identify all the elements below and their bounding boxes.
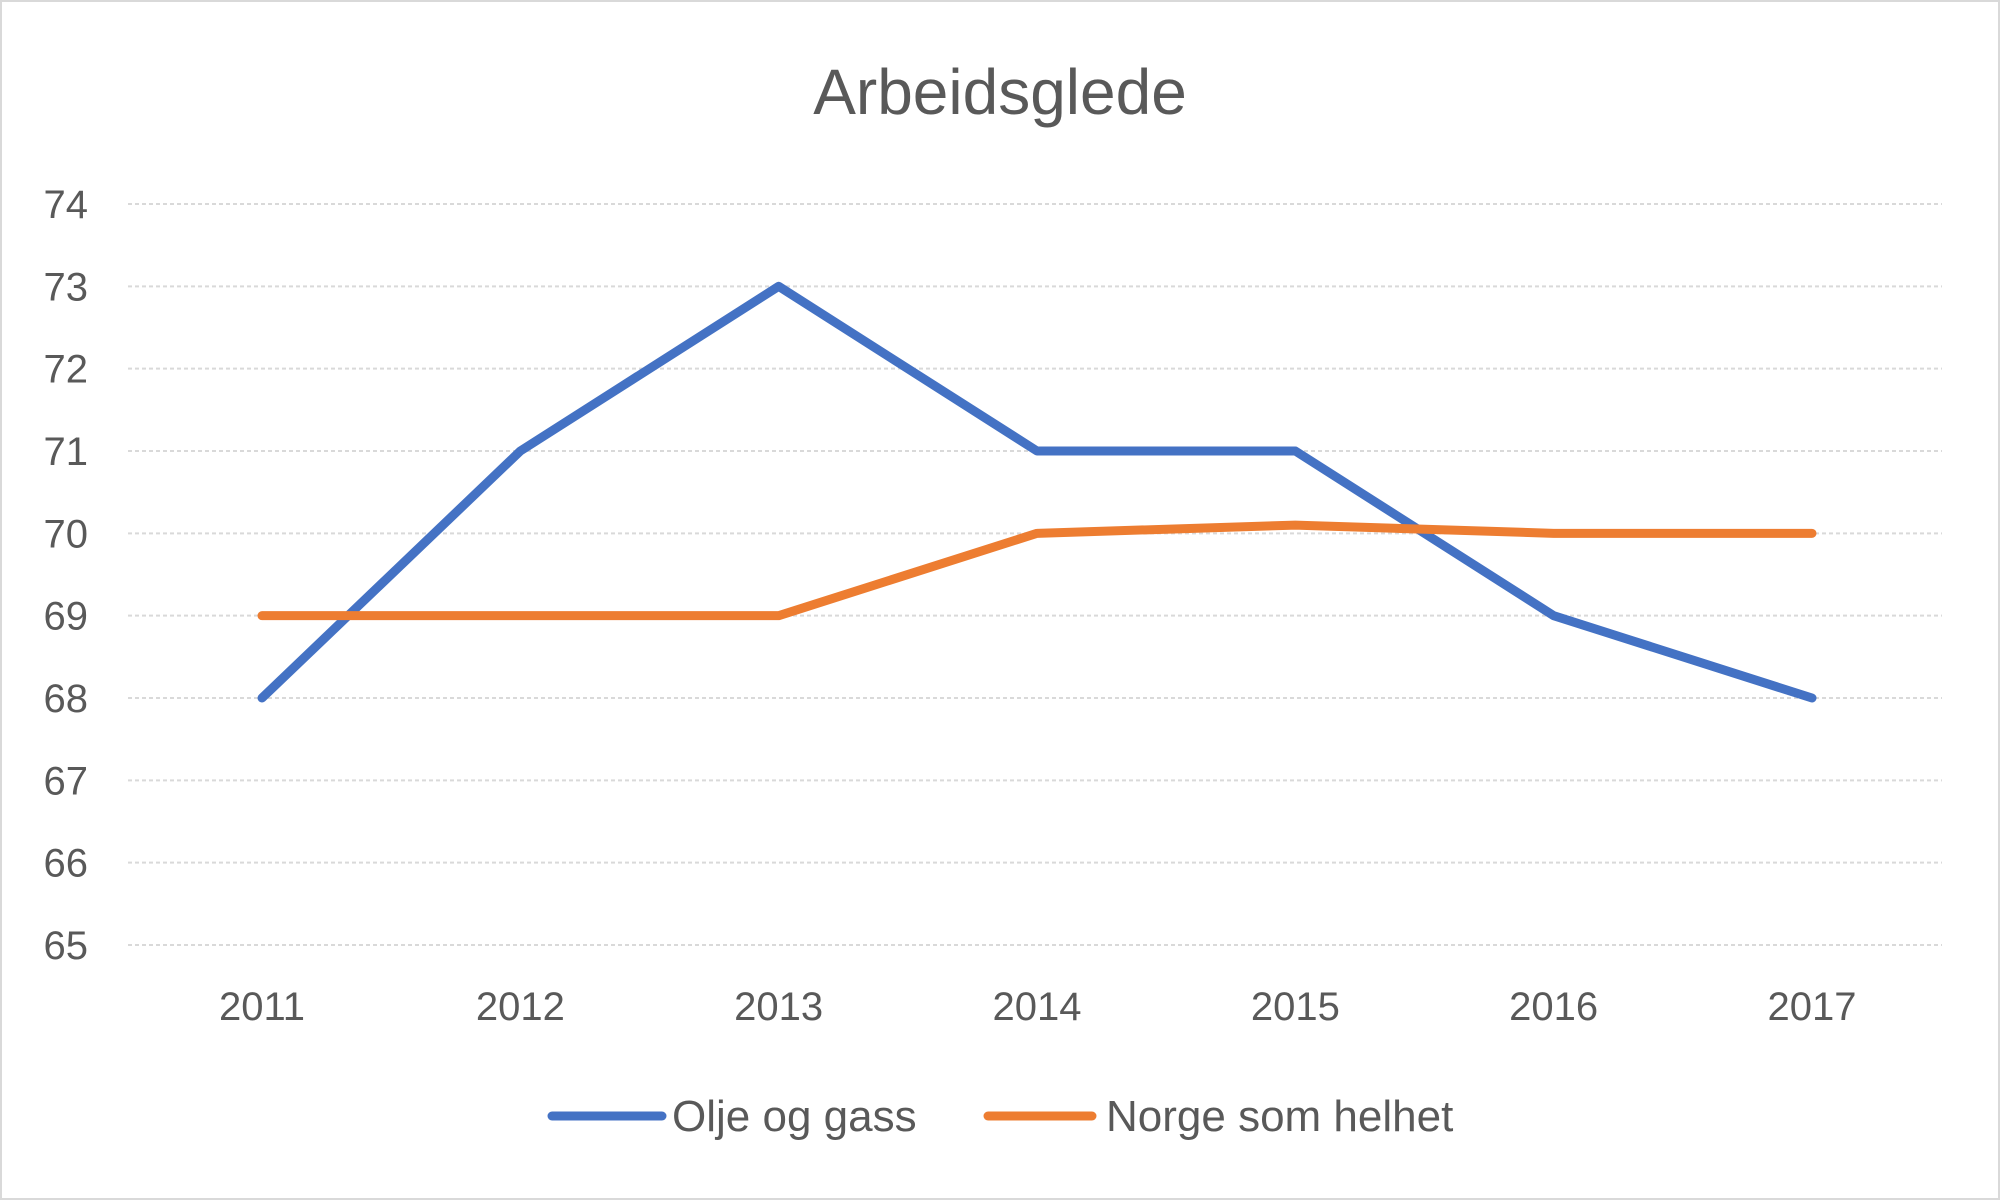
data-point: [519, 450, 521, 452]
y-tick-label: 69: [44, 595, 89, 639]
chart-title: Arbeidsglede: [813, 56, 1187, 128]
x-tick-label: 2016: [1509, 985, 1598, 1029]
series-line-1: [257, 520, 1817, 621]
series-lines: [257, 281, 1817, 703]
data-point: [1811, 532, 1813, 534]
data-point: [519, 615, 521, 617]
x-axis-tick-labels: 2011 2012 2013 2014 2015 2016 2017: [219, 985, 1857, 1029]
x-tick-label: 2014: [993, 985, 1082, 1029]
series-line-0: [257, 281, 1817, 703]
gridlines: [128, 203, 1942, 946]
data-point: [261, 697, 263, 699]
y-tick-label: 67: [44, 759, 89, 803]
data-point: [261, 615, 263, 617]
legend: Olje og gass Norge som helhet: [547, 1092, 1453, 1141]
data-point: [1553, 615, 1555, 617]
y-tick-label: 66: [44, 842, 89, 886]
y-axis-tick-labels: 65 66 67 68 69 70 71 72 73 74: [44, 183, 89, 968]
legend-label: Olje og gass: [672, 1092, 917, 1141]
data-point: [1036, 450, 1038, 452]
data-point: [1036, 532, 1038, 534]
data-point: [1294, 524, 1296, 526]
x-tick-label: 2011: [219, 985, 305, 1029]
y-tick-label: 65: [44, 924, 89, 968]
data-point: [1811, 697, 1813, 699]
data-point: [778, 615, 780, 617]
x-tick-label: 2012: [476, 985, 565, 1029]
y-tick-label: 73: [44, 265, 89, 309]
data-point: [1294, 450, 1296, 452]
y-tick-label: 70: [44, 512, 89, 556]
y-tick-label: 68: [44, 677, 89, 721]
x-tick-label: 2015: [1251, 985, 1340, 1029]
y-tick-label: 71: [44, 430, 89, 474]
x-tick-label: 2017: [1768, 985, 1857, 1029]
data-point: [778, 285, 780, 287]
y-tick-label: 72: [44, 348, 89, 392]
legend-label: Norge som helhet: [1106, 1092, 1453, 1141]
data-point: [1553, 532, 1555, 534]
y-tick-label: 74: [44, 183, 89, 227]
x-tick-label: 2013: [734, 985, 823, 1029]
